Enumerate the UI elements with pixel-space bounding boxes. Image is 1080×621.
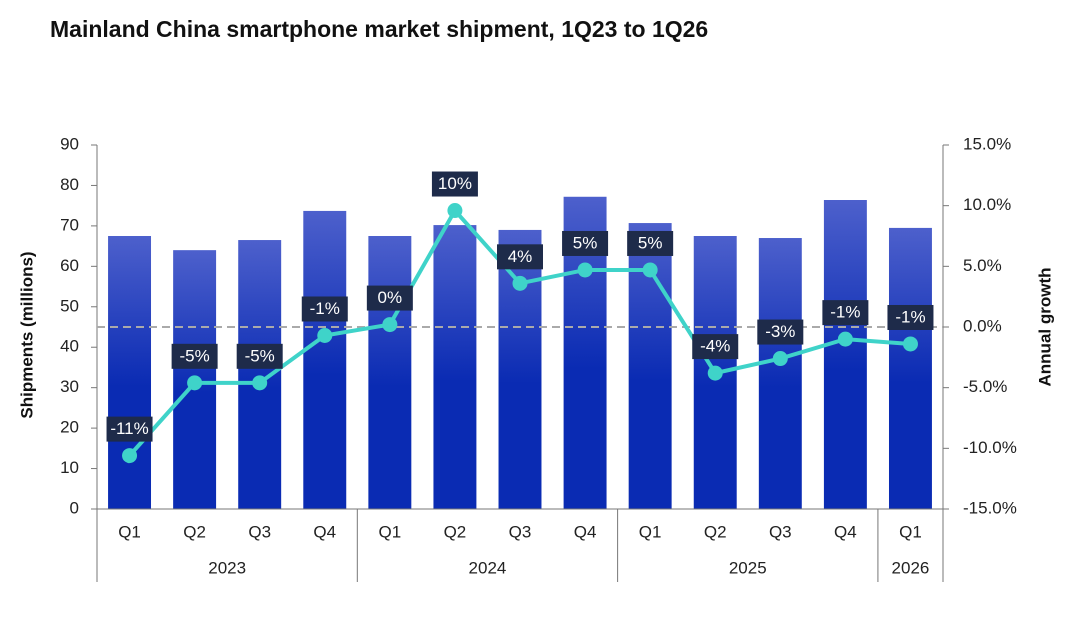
y2-tick-label: -15.0%	[963, 498, 1017, 517]
x-tick-label: Q1	[118, 522, 141, 541]
point	[772, 351, 788, 367]
bar	[888, 227, 932, 509]
value-label: 10%	[438, 174, 472, 193]
y-axis-title: Shipments (millions)	[17, 251, 36, 418]
point	[447, 203, 463, 219]
y-tick-label: 40	[60, 337, 79, 356]
point	[902, 336, 918, 352]
y2-tick-label: 10.0%	[963, 195, 1011, 214]
y2-tick-label: -5.0%	[963, 377, 1007, 396]
bar	[758, 238, 802, 509]
label-box	[301, 296, 348, 322]
x-tick-label: Q3	[509, 522, 532, 541]
y-tick-label: 10	[60, 458, 79, 477]
value-label: -1%	[895, 307, 925, 326]
bar	[498, 229, 542, 509]
value-label: 4%	[508, 247, 533, 266]
label-box	[497, 244, 543, 270]
y-tick-label: 50	[60, 296, 79, 315]
label-box	[366, 285, 413, 311]
x-tick-label: Q2	[183, 522, 206, 541]
label-box	[236, 343, 283, 369]
bar	[368, 236, 412, 509]
value-label: 5%	[638, 233, 663, 252]
value-label: -4%	[700, 337, 730, 356]
y-tick-label: 0	[70, 498, 79, 517]
y-tick-label: 70	[60, 215, 79, 234]
value-label: -11%	[110, 419, 148, 438]
y2-tick-label: 0.0%	[963, 316, 1002, 335]
x-tick-label: Q2	[704, 522, 727, 541]
label-box	[431, 171, 478, 197]
bar	[108, 236, 152, 509]
y-tick-label: 20	[60, 418, 79, 437]
x-group-label: 2024	[469, 558, 507, 577]
y-tick-label: 90	[60, 134, 79, 153]
value-label: -5%	[179, 346, 209, 365]
value-label: 0%	[378, 288, 403, 307]
label-box	[106, 416, 153, 442]
point	[577, 262, 593, 278]
point	[707, 365, 723, 381]
bar	[238, 240, 282, 510]
bar	[303, 210, 347, 509]
point	[187, 375, 203, 391]
value-label: -1%	[310, 299, 340, 318]
x-tick-label: Q3	[248, 522, 271, 541]
label-box	[627, 230, 674, 256]
point	[382, 317, 398, 333]
y2-axis-title: Annual growth	[1035, 268, 1054, 387]
x-tick-label: Q1	[379, 522, 402, 541]
label-box	[692, 334, 739, 360]
y2-tick-label: 15.0%	[963, 134, 1011, 153]
x-tick-label: Q3	[769, 522, 792, 541]
x-group-label: 2026	[892, 558, 930, 577]
y-tick-label: 60	[60, 256, 79, 275]
point	[512, 275, 528, 291]
value-label: -3%	[765, 322, 795, 341]
value-label: 5%	[573, 233, 598, 252]
point	[122, 448, 138, 464]
x-tick-label: Q1	[639, 522, 662, 541]
point	[252, 375, 268, 391]
y2-tick-label: -10.0%	[963, 438, 1017, 457]
label-box	[822, 300, 869, 326]
bar	[433, 225, 477, 509]
point	[317, 327, 333, 343]
label-box	[757, 319, 804, 345]
x-tick-label: Q1	[899, 522, 922, 541]
x-tick-label: Q2	[444, 522, 467, 541]
x-group-label: 2023	[208, 558, 246, 577]
y-tick-label: 30	[60, 377, 79, 396]
label-box	[887, 304, 934, 330]
chart-title: Mainland China smartphone market shipmen…	[50, 16, 708, 42]
x-tick-label: Q4	[834, 522, 857, 541]
x-group-label: 2025	[729, 558, 767, 577]
bar	[823, 200, 867, 509]
point	[642, 262, 658, 278]
point	[837, 331, 853, 347]
value-label: -5%	[245, 346, 275, 365]
y2-tick-label: 5.0%	[963, 256, 1002, 275]
y-tick-label: 80	[60, 175, 79, 194]
label-box	[562, 230, 609, 256]
label-box	[171, 343, 218, 369]
x-tick-label: Q4	[313, 522, 336, 541]
x-tick-label: Q4	[574, 522, 597, 541]
value-label: -1%	[830, 303, 860, 322]
